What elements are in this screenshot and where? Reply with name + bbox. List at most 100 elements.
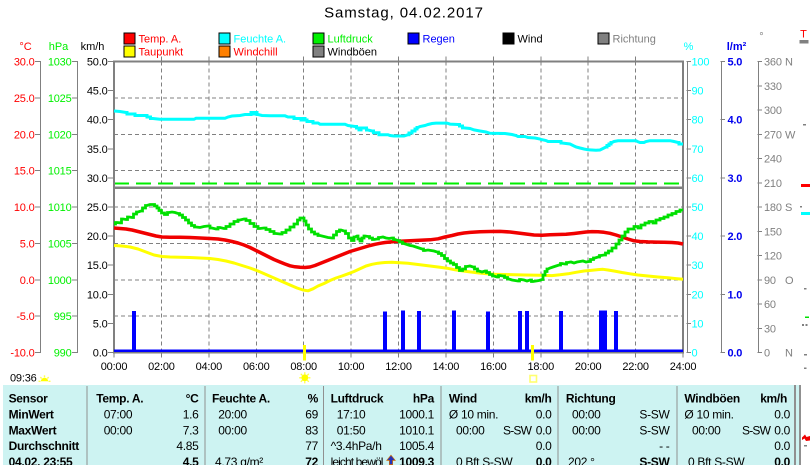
svg-text:60: 60 xyxy=(692,173,704,185)
svg-text:77: 77 xyxy=(305,439,318,453)
svg-text:hPa: hPa xyxy=(413,392,435,406)
svg-text:0.0: 0.0 xyxy=(728,348,743,360)
svg-text:Durchschnitt: Durchschnitt xyxy=(9,439,80,453)
svg-text:^3.4hPa/h: ^3.4hPa/h xyxy=(331,439,382,453)
svg-text:l/m²: l/m² xyxy=(727,41,747,53)
svg-text:210: 210 xyxy=(764,178,782,190)
svg-text:MaxWert: MaxWert xyxy=(9,423,57,437)
svg-text:5.0: 5.0 xyxy=(20,238,35,250)
svg-text:Luftdruck: Luftdruck xyxy=(328,34,374,46)
svg-text:180: 180 xyxy=(764,202,782,214)
svg-text:5.0: 5.0 xyxy=(728,57,743,69)
svg-text:Richtung: Richtung xyxy=(613,34,656,46)
svg-text:Temp. A.: Temp. A. xyxy=(139,34,182,46)
svg-text:4.73 g/m²: 4.73 g/m² xyxy=(215,455,263,465)
svg-text:Richtung: Richtung xyxy=(566,392,616,406)
svg-text:°C: °C xyxy=(19,41,31,53)
svg-text:10.0: 10.0 xyxy=(87,289,108,301)
svg-text:15.0: 15.0 xyxy=(14,166,35,178)
svg-text:18:00: 18:00 xyxy=(527,361,554,373)
svg-text:30: 30 xyxy=(764,323,776,335)
svg-text:Feuchte A.: Feuchte A. xyxy=(234,34,287,46)
svg-text:120: 120 xyxy=(764,251,782,263)
svg-text:02:00: 02:00 xyxy=(148,361,175,373)
svg-text:24:00: 24:00 xyxy=(670,361,697,373)
svg-text:90: 90 xyxy=(692,86,704,98)
svg-text:1025: 1025 xyxy=(48,93,72,105)
svg-text:1030: 1030 xyxy=(48,57,72,69)
svg-text:360: 360 xyxy=(764,57,782,69)
svg-text:Windböen: Windböen xyxy=(684,392,739,406)
svg-text:202 °: 202 ° xyxy=(568,455,595,465)
svg-text:Wind: Wind xyxy=(449,392,477,406)
svg-text:270: 270 xyxy=(764,129,782,141)
svg-text:1005.4: 1005.4 xyxy=(399,439,435,453)
svg-text:Ø 10 min.: Ø 10 min. xyxy=(449,408,498,422)
svg-text:30.0: 30.0 xyxy=(87,173,108,185)
svg-text:20:00: 20:00 xyxy=(575,361,602,373)
svg-text:14:00: 14:00 xyxy=(433,361,460,373)
svg-text:hPa: hPa xyxy=(49,41,69,53)
svg-text:N: N xyxy=(785,348,793,360)
svg-text:1020: 1020 xyxy=(48,129,72,141)
svg-text:1010.1: 1010.1 xyxy=(399,423,435,437)
svg-text:S-SW: S-SW xyxy=(639,423,670,437)
svg-text:-10.0: -10.0 xyxy=(10,348,34,360)
svg-text:45.0: 45.0 xyxy=(87,86,108,98)
svg-text:T: T xyxy=(800,29,807,41)
svg-text:S: S xyxy=(785,202,792,214)
svg-text:0: 0 xyxy=(692,348,698,360)
svg-text:3.0: 3.0 xyxy=(728,173,743,185)
svg-text:04:00: 04:00 xyxy=(196,361,223,373)
svg-text:20:00: 20:00 xyxy=(218,408,247,422)
svg-text:W: W xyxy=(785,129,796,141)
svg-text:35.0: 35.0 xyxy=(87,144,108,156)
svg-text:100: 100 xyxy=(692,57,710,69)
svg-text:00:00: 00:00 xyxy=(572,423,601,437)
svg-text:N: N xyxy=(785,57,793,69)
svg-text:60: 60 xyxy=(764,299,776,311)
svg-text:40: 40 xyxy=(692,231,704,243)
svg-text:06:00: 06:00 xyxy=(243,361,270,373)
svg-text:Wind: Wind xyxy=(518,34,543,46)
svg-text:1000.1: 1000.1 xyxy=(399,408,435,422)
svg-text:5.0: 5.0 xyxy=(93,318,108,330)
svg-text:20.0: 20.0 xyxy=(87,231,108,243)
svg-text:4.5: 4.5 xyxy=(183,455,199,465)
svg-text:00:00: 00:00 xyxy=(218,423,247,437)
svg-text:MinWert: MinWert xyxy=(9,408,54,422)
svg-text:1005: 1005 xyxy=(48,238,72,250)
svg-text:Temp. A.: Temp. A. xyxy=(96,392,143,406)
svg-text:2.0: 2.0 xyxy=(728,231,743,243)
svg-text:0 Bft S-SW: 0 Bft S-SW xyxy=(456,455,513,465)
svg-text:S-SW: S-SW xyxy=(503,423,533,437)
svg-text:330: 330 xyxy=(764,81,782,93)
svg-text:08:00: 08:00 xyxy=(290,361,317,373)
svg-text:00:00: 00:00 xyxy=(692,423,721,437)
svg-text:90: 90 xyxy=(764,275,776,287)
svg-text:°C: °C xyxy=(186,392,199,406)
svg-text:300: 300 xyxy=(764,105,782,117)
svg-text:40.0: 40.0 xyxy=(87,115,108,127)
svg-text:50: 50 xyxy=(692,202,704,214)
svg-text:Sensor: Sensor xyxy=(9,392,49,406)
svg-text:0.0: 0.0 xyxy=(536,423,552,437)
svg-text:S-SW: S-SW xyxy=(639,455,670,465)
svg-text:17:10: 17:10 xyxy=(337,408,366,422)
svg-text:50.0: 50.0 xyxy=(87,57,108,69)
svg-text:07:00: 07:00 xyxy=(104,408,133,422)
svg-text:S-SW: S-SW xyxy=(742,423,772,437)
svg-text:01:50: 01:50 xyxy=(337,423,366,437)
svg-text:leicht bewöl: leicht bewöl xyxy=(331,455,383,465)
svg-text:0.0: 0.0 xyxy=(774,455,790,465)
svg-text:25.0: 25.0 xyxy=(14,93,35,105)
svg-text:km/h: km/h xyxy=(81,41,105,53)
svg-text:10:00: 10:00 xyxy=(338,361,365,373)
svg-text:72: 72 xyxy=(305,455,318,465)
svg-text:0.0: 0.0 xyxy=(774,423,790,437)
svg-text:4.0: 4.0 xyxy=(728,115,743,127)
svg-text:1009.3: 1009.3 xyxy=(399,455,435,465)
svg-text:Windchill: Windchill xyxy=(234,47,278,59)
svg-text:0.0: 0.0 xyxy=(93,348,108,360)
svg-text:Windböen: Windböen xyxy=(328,47,378,59)
